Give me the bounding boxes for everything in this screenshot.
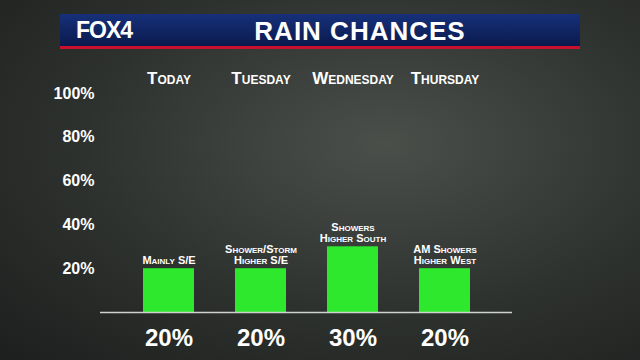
svg-text:60%: 60%	[62, 172, 94, 189]
svg-text:100%: 100%	[54, 85, 95, 102]
svg-text:80%: 80%	[62, 128, 94, 145]
svg-text:20%: 20%	[145, 324, 193, 351]
svg-text:20%: 20%	[237, 324, 285, 351]
svg-text:Wednesday: Wednesday	[312, 69, 394, 88]
html-text:RAIN CHANCES: RAIN CHANCES	[254, 16, 466, 46]
svg-text:Mainly S/E: Mainly S/E	[142, 254, 195, 266]
svg-text:40%: 40%	[62, 216, 94, 233]
svg-text:ShowersHigher South: ShowersHigher South	[320, 221, 387, 244]
svg-text:Tuesday: Tuesday	[231, 69, 290, 88]
svg-text:Today: Today	[147, 69, 191, 88]
svg-text:AM ShowersHigher West: AM ShowersHigher West	[413, 243, 477, 266]
svg-text:Shower/StormHigher S/E: Shower/StormHigher S/E	[225, 243, 297, 266]
svg-text:20%: 20%	[62, 260, 94, 277]
html-text:FOX4: FOX4	[76, 17, 133, 43]
svg-text:20%: 20%	[421, 324, 469, 351]
svg-text:Thursday: Thursday	[411, 69, 480, 88]
svg-text:30%: 30%	[329, 324, 377, 351]
